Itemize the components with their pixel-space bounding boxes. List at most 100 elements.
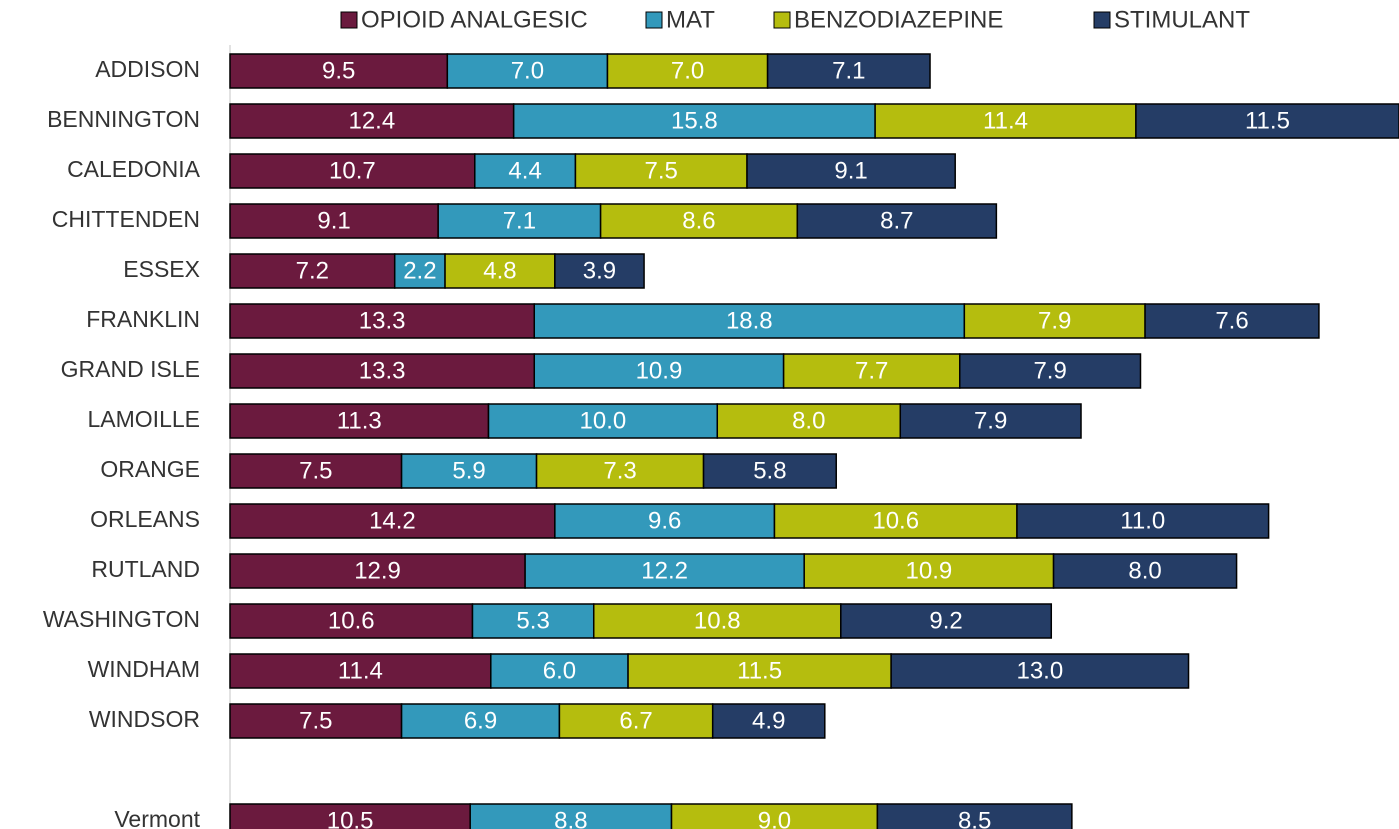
- value-label: 7.3: [603, 457, 636, 484]
- value-label: 5.8: [753, 457, 786, 484]
- bar-segment: [782, 353, 961, 389]
- value-label: 13.3: [359, 357, 406, 384]
- value-label: 4.4: [508, 157, 541, 184]
- bar-segment: [890, 653, 1190, 689]
- bar-segment: [524, 553, 805, 589]
- value-label: 11.4: [338, 657, 383, 684]
- legend-label: STIMULANT: [1114, 6, 1250, 33]
- value-label: 10.9: [636, 357, 683, 384]
- category-label: GRAND ISLE: [61, 356, 200, 382]
- value-label: 7.0: [671, 57, 704, 84]
- bar-segment: [803, 553, 1055, 589]
- category-label: FRANKLIN: [86, 306, 200, 332]
- value-label: 18.8: [726, 307, 773, 334]
- value-label: 10.6: [328, 607, 375, 634]
- bar-segment: [702, 453, 837, 489]
- value-label: 8.5: [958, 807, 991, 829]
- category-label: RUTLAND: [91, 556, 200, 582]
- bar-segment: [229, 503, 556, 539]
- category-label: BENNINGTON: [47, 106, 200, 132]
- bar-segment: [1016, 503, 1270, 539]
- value-label: 7.2: [296, 257, 329, 284]
- value-label: 11.5: [737, 657, 782, 684]
- value-label: 12.2: [641, 557, 688, 584]
- value-label: 5.3: [516, 607, 549, 634]
- value-label: 9.0: [758, 807, 791, 829]
- bar-segment: [533, 303, 966, 339]
- category-label: ADDISON: [95, 56, 200, 82]
- legend-swatch: [645, 11, 663, 29]
- bar-segment: [490, 653, 629, 689]
- value-label: 5.9: [452, 457, 485, 484]
- bar-segment: [670, 803, 879, 829]
- bar-segment: [229, 403, 490, 439]
- value-label: 11.3: [337, 407, 382, 434]
- bar-segment: [1144, 303, 1320, 339]
- bar-segment: [400, 703, 561, 739]
- legend-swatch: [773, 11, 791, 29]
- bar-segment: [229, 353, 536, 389]
- bar-segment: [229, 603, 474, 639]
- value-label: 13.0: [1016, 657, 1063, 684]
- value-label: 11.0: [1120, 507, 1165, 534]
- value-label: 4.8: [483, 257, 516, 284]
- bar-segment: [766, 53, 931, 89]
- bar-segment: [840, 603, 1053, 639]
- bar-segment: [899, 403, 1082, 439]
- bar-segment: [796, 203, 998, 239]
- category-label: CHITTENDEN: [52, 206, 200, 232]
- bar-segment: [535, 453, 705, 489]
- value-label: 10.6: [872, 507, 919, 534]
- value-label: 10.0: [580, 407, 627, 434]
- bar-segment: [229, 303, 536, 339]
- bar-segment: [773, 503, 1018, 539]
- value-label: 10.7: [329, 157, 376, 184]
- bar-segment: [229, 703, 403, 739]
- value-label: 4.9: [752, 707, 785, 734]
- value-label: 8.8: [554, 807, 587, 829]
- value-label: 6.0: [543, 657, 576, 684]
- value-label: 6.9: [464, 707, 497, 734]
- bar-segment: [963, 303, 1146, 339]
- value-label: 2.2: [403, 257, 436, 284]
- value-label: 8.7: [880, 207, 913, 234]
- bar-segment: [229, 253, 396, 289]
- bar-segment: [444, 253, 556, 289]
- value-label: 6.7: [619, 707, 652, 734]
- bar-segment: [959, 353, 1142, 389]
- category-label: WINDHAM: [88, 656, 200, 682]
- bar-segment: [711, 703, 826, 739]
- value-label: 7.7: [855, 357, 888, 384]
- value-label: 9.1: [317, 207, 350, 234]
- value-label: 7.5: [299, 707, 332, 734]
- value-label: 8.0: [792, 407, 825, 434]
- bar-segment: [512, 103, 876, 139]
- bar-segment: [1135, 103, 1399, 139]
- value-label: 7.9: [1033, 357, 1066, 384]
- value-label: 12.9: [354, 557, 401, 584]
- value-label: 10.5: [327, 807, 374, 829]
- legend-label: OPIOID ANALGESIC: [361, 6, 588, 33]
- value-label: 7.9: [974, 407, 1007, 434]
- value-label: 10.9: [906, 557, 953, 584]
- value-label: 11.4: [983, 107, 1028, 134]
- value-label: 7.5: [645, 157, 678, 184]
- category-label: LAMOILLE: [88, 406, 201, 432]
- bar-segment: [474, 153, 577, 189]
- category-label: Vermont: [114, 806, 200, 829]
- bar-segment: [606, 53, 769, 89]
- bar-segment: [446, 53, 609, 89]
- bar-segment: [229, 453, 403, 489]
- value-label: 7.5: [299, 457, 332, 484]
- bar-segment: [1052, 553, 1238, 589]
- legend-swatch: [1093, 11, 1111, 29]
- value-label: 10.8: [694, 607, 741, 634]
- value-label: 7.6: [1215, 307, 1248, 334]
- value-label: 7.1: [832, 57, 865, 84]
- value-label: 9.5: [322, 57, 355, 84]
- bar-segment: [469, 803, 673, 829]
- category-label: ORLEANS: [90, 506, 200, 532]
- bar-segment: [558, 703, 714, 739]
- value-label: 15.8: [671, 107, 718, 134]
